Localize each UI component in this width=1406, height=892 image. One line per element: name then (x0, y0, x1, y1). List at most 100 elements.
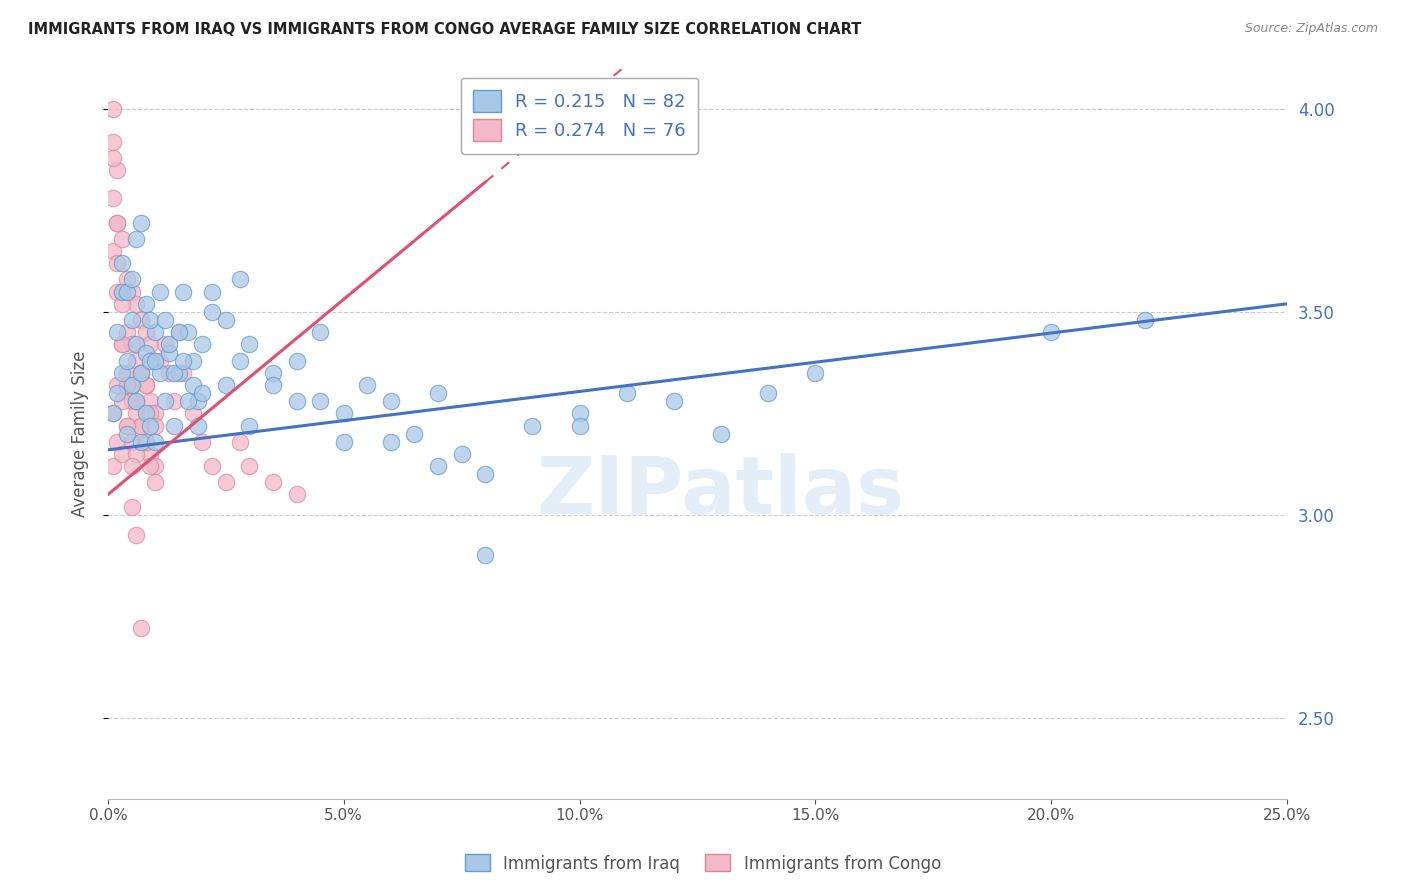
Point (172, 353, 194, 368)
Point (129, 366, 152, 380)
Point (181, 378, 204, 392)
Point (121, 378, 143, 392)
Point (662, 394, 685, 409)
Point (111, 337, 134, 351)
Point (129, 366, 152, 380)
Point (177, 394, 200, 409)
Point (101, 102, 124, 116)
Point (427, 459, 450, 474)
Point (181, 406, 204, 420)
Point (121, 434, 143, 449)
Point (238, 337, 260, 351)
Point (101, 406, 124, 420)
Point (111, 232, 134, 246)
Point (135, 345, 157, 359)
Point (125, 337, 148, 351)
Point (568, 418, 591, 433)
Point (121, 313, 143, 327)
Point (474, 549, 496, 563)
Point (121, 272, 143, 286)
Point (121, 337, 143, 351)
Point (238, 459, 260, 474)
Point (125, 447, 148, 461)
Point (1135, 313, 1157, 327)
Point (238, 418, 260, 433)
Point (157, 366, 180, 380)
Point (139, 459, 162, 474)
Point (262, 378, 284, 392)
Point (135, 406, 157, 420)
Point (756, 386, 779, 401)
Point (153, 394, 176, 409)
Point (129, 621, 152, 635)
Point (121, 378, 143, 392)
Text: ZIPatlas: ZIPatlas (537, 453, 905, 531)
Point (163, 366, 186, 380)
Point (191, 386, 214, 401)
Point (153, 313, 176, 327)
Point (129, 366, 152, 380)
Point (215, 475, 238, 490)
Point (129, 418, 152, 433)
Point (139, 447, 162, 461)
Point (167, 325, 190, 339)
Point (201, 305, 224, 319)
Point (115, 418, 138, 433)
Point (187, 418, 209, 433)
Point (115, 272, 138, 286)
Point (157, 345, 180, 359)
Point (143, 353, 166, 368)
Point (163, 394, 186, 409)
Point (143, 475, 166, 490)
Point (115, 366, 138, 380)
Y-axis label: Average Family Size: Average Family Size (72, 351, 89, 516)
Point (115, 418, 138, 433)
Point (139, 337, 162, 351)
Point (229, 434, 252, 449)
Point (309, 325, 332, 339)
Point (187, 394, 209, 409)
Point (804, 366, 827, 380)
Point (135, 378, 157, 392)
Point (107, 386, 129, 401)
Point (262, 366, 284, 380)
Point (177, 325, 200, 339)
Point (125, 394, 148, 409)
Point (135, 378, 157, 392)
Point (309, 394, 332, 409)
Point (450, 447, 472, 461)
Point (125, 232, 148, 246)
Point (115, 353, 138, 368)
Point (107, 285, 129, 299)
Point (143, 353, 166, 368)
Point (121, 500, 143, 514)
Point (135, 325, 157, 339)
Point (153, 337, 176, 351)
Legend: Immigrants from Iraq, Immigrants from Congo: Immigrants from Iraq, Immigrants from Co… (458, 847, 948, 880)
Point (107, 256, 129, 270)
Point (167, 366, 190, 380)
Point (215, 378, 238, 392)
Point (125, 528, 148, 542)
Point (163, 418, 186, 433)
Point (191, 434, 214, 449)
Legend: R = 0.215   N = 82, R = 0.274   N = 76: R = 0.215 N = 82, R = 0.274 N = 76 (461, 78, 699, 154)
Point (380, 394, 402, 409)
Point (356, 378, 378, 392)
Point (201, 285, 224, 299)
Point (332, 406, 354, 420)
Point (111, 285, 134, 299)
Point (125, 353, 148, 368)
Point (167, 325, 190, 339)
Point (111, 366, 134, 380)
Point (1040, 325, 1063, 339)
Point (201, 459, 224, 474)
Point (107, 216, 129, 230)
Point (522, 418, 544, 433)
Point (135, 434, 157, 449)
Point (568, 406, 591, 420)
Point (129, 313, 152, 327)
Point (101, 191, 124, 205)
Point (115, 378, 138, 392)
Point (139, 353, 162, 368)
